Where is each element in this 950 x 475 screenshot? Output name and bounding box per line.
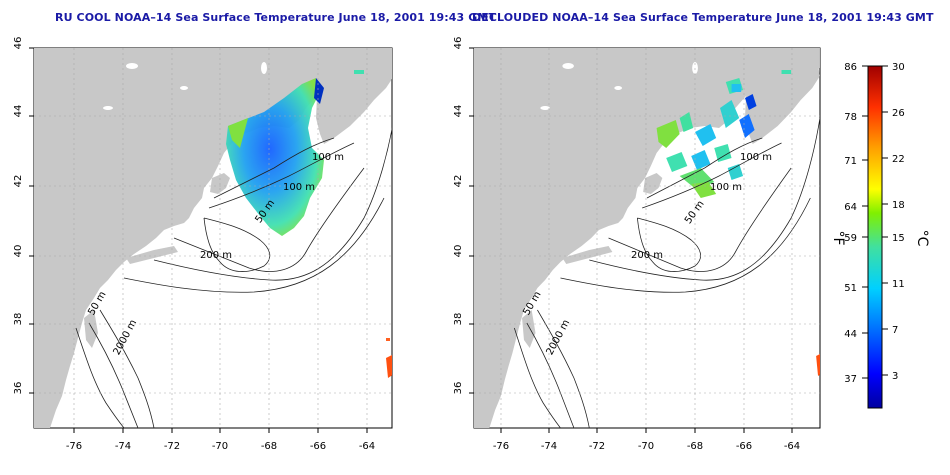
right-y-tick-42: 42 (453, 175, 464, 188)
cb-f-59: 59 (844, 233, 857, 244)
colorbar-gradient (867, 65, 883, 409)
colorbar-fahrenheit-ticks: 86 78 71 64 59 51 44 37 (844, 62, 857, 385)
right-x-tick-68: -68 (687, 441, 703, 452)
right-x-axis: -76 -74 -72 -70 -68 -66 -64 (493, 428, 800, 452)
right-map-panel: 100 m 100 m 50 m 200 m 50 m 2000 m 46 44… (453, 37, 821, 452)
right-panel-title: DECLOUDED NOAA–14 Sea Surface Temperatur… (472, 11, 934, 24)
left-x-tick-64: -64 (359, 441, 375, 452)
left-x-tick-68: -68 (261, 441, 277, 452)
left-y-tick-44: 44 (13, 105, 24, 118)
left-x-tick-70: -70 (212, 441, 228, 452)
left-y-tick-42: 42 (13, 175, 24, 188)
right-label-100m-a: 100 m (740, 152, 772, 163)
colorbar-celsius-unit: °C (914, 230, 930, 247)
left-map-content (34, 48, 392, 428)
left-sst-swath (226, 78, 324, 236)
right-label-200m: 200 m (631, 250, 663, 261)
right-x-tick-76: -76 (493, 441, 509, 452)
cb-f-71: 71 (844, 156, 857, 167)
left-y-axis: 46 44 42 40 38 36 (13, 37, 34, 395)
cb-c-15: 15 (892, 233, 905, 244)
right-y-tick-46: 46 (453, 37, 464, 50)
cb-f-44: 44 (844, 329, 857, 340)
left-sst-warm-patch (228, 118, 248, 148)
left-panel-title: RU COOL NOAA–14 Sea Surface Temperature … (55, 11, 496, 24)
cb-c-7: 7 (892, 325, 898, 336)
left-gulf-stream-speck (386, 338, 390, 341)
left-x-tick-66: -66 (310, 441, 326, 452)
right-x-tick-74: -74 (541, 441, 557, 452)
cb-f-64: 64 (844, 202, 857, 213)
right-x-tick-72: -72 (589, 441, 605, 452)
colorbar-ticks (862, 65, 888, 379)
cb-c-3: 3 (892, 371, 898, 382)
right-y-axis: 46 44 42 40 38 36 (453, 37, 474, 395)
right-x-tick-64: -64 (784, 441, 800, 452)
cb-f-51: 51 (844, 283, 857, 294)
cb-c-18: 18 (892, 200, 905, 211)
left-label-100m-a: 100 m (312, 152, 344, 163)
colorbar-fahrenheit-unit: °F (830, 230, 846, 245)
right-grid (474, 48, 820, 428)
left-y-tick-36: 36 (13, 382, 24, 395)
cb-c-22: 22 (892, 154, 905, 165)
left-y-tick-46: 46 (13, 37, 24, 50)
right-y-tick-36: 36 (453, 382, 464, 395)
right-x-tick-66: -66 (736, 441, 752, 452)
right-y-tick-44: 44 (453, 105, 464, 118)
left-gulf-stream-patch (386, 355, 392, 378)
left-y-tick-38: 38 (13, 313, 24, 326)
cb-c-26: 26 (892, 108, 905, 119)
left-x-tick-76: -76 (66, 441, 82, 452)
right-y-tick-40: 40 (453, 245, 464, 258)
colorbar: 86 78 71 64 59 51 44 37 30 26 22 18 15 1… (830, 62, 930, 409)
left-grid (34, 48, 392, 428)
cb-f-78: 78 (844, 112, 857, 123)
left-map-panel: 100 m 100 m 50 m 200 m 50 m 2000 m 46 44… (13, 37, 393, 452)
right-gulf-stream-patch (816, 353, 820, 376)
right-x-tick-70: -70 (638, 441, 654, 452)
left-x-axis: -76 -74 -72 -70 -68 -66 -64 (66, 428, 375, 452)
right-label-100m-b: 100 m (710, 182, 742, 193)
left-sst-cold-patch (314, 78, 324, 104)
left-label-100m-b: 100 m (283, 182, 315, 193)
left-y-tick-40: 40 (13, 245, 24, 258)
right-y-tick-38: 38 (453, 313, 464, 326)
left-x-tick-74: -74 (115, 441, 131, 452)
left-label-200m: 200 m (200, 250, 232, 261)
cb-c-30: 30 (892, 62, 905, 73)
cb-f-37: 37 (844, 374, 857, 385)
cb-f-86: 86 (844, 62, 857, 73)
cb-c-11: 11 (892, 279, 905, 290)
left-sst-speck (354, 70, 364, 74)
left-x-tick-72: -72 (164, 441, 180, 452)
right-map-content (474, 48, 820, 428)
colorbar-celsius-ticks: 30 26 22 18 15 11 7 3 (892, 62, 905, 382)
